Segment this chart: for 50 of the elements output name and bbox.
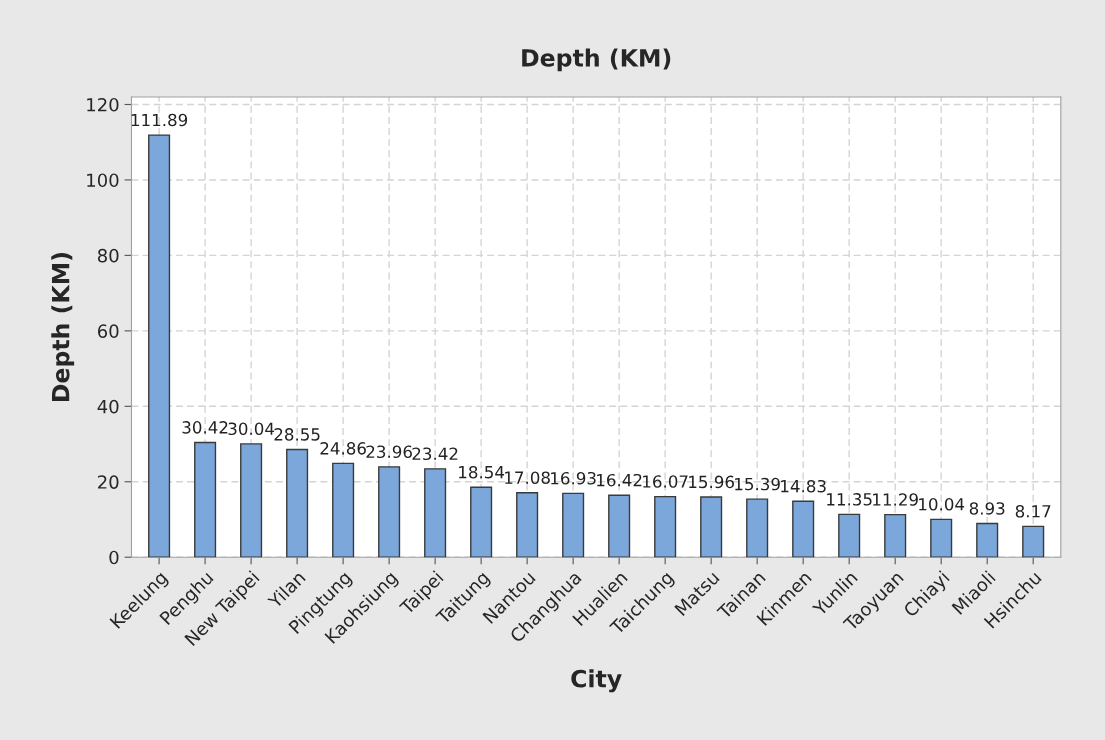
data-label: 15.96 bbox=[689, 475, 734, 489]
data-label: 15.39 bbox=[735, 477, 780, 491]
data-label: 8.93 bbox=[969, 502, 1005, 515]
bar bbox=[148, 134, 171, 558]
bar bbox=[746, 498, 769, 558]
y-tick-label: 0 bbox=[109, 550, 119, 565]
bar bbox=[884, 513, 907, 558]
bar bbox=[332, 462, 355, 558]
data-label: 11.35 bbox=[827, 493, 872, 506]
bar bbox=[562, 492, 585, 558]
bar bbox=[1022, 525, 1045, 558]
bar bbox=[240, 443, 263, 558]
data-label: 16.93 bbox=[551, 471, 596, 485]
y-tick-label: 80 bbox=[97, 248, 119, 263]
bar bbox=[470, 486, 493, 558]
y-tick-label: 60 bbox=[97, 324, 119, 338]
y-tick-label: 100 bbox=[87, 173, 119, 188]
data-label: 8.17 bbox=[1015, 505, 1051, 518]
data-label: 23.96 bbox=[366, 445, 412, 459]
data-label: 28.55 bbox=[274, 428, 320, 441]
bar bbox=[194, 441, 217, 558]
data-label: 17.08 bbox=[505, 471, 550, 484]
data-label: 18.54 bbox=[459, 465, 505, 479]
bar bbox=[378, 466, 401, 558]
y-tick-label: 120 bbox=[87, 97, 119, 112]
data-label: 16.07 bbox=[643, 475, 688, 488]
bar bbox=[930, 518, 953, 558]
bar bbox=[700, 496, 723, 558]
bar bbox=[608, 494, 631, 558]
bar bbox=[838, 513, 861, 558]
y-axis-title: Depth (KM) bbox=[51, 253, 75, 402]
data-label: 10.04 bbox=[919, 497, 965, 511]
y-tick-label: 40 bbox=[97, 399, 119, 414]
bar bbox=[976, 522, 999, 558]
data-label: 111.89 bbox=[131, 113, 188, 127]
data-label: 11.29 bbox=[873, 493, 918, 506]
data-label: 30.04 bbox=[228, 422, 275, 436]
x-axis-title: City bbox=[571, 669, 622, 693]
data-label: 16.42 bbox=[597, 473, 642, 487]
data-label: 14.83 bbox=[781, 479, 826, 493]
data-label: 24.86 bbox=[320, 442, 366, 455]
data-label: 23.42 bbox=[412, 447, 458, 461]
bar bbox=[654, 495, 677, 558]
bar bbox=[516, 492, 539, 558]
bar bbox=[792, 500, 815, 558]
bar bbox=[424, 468, 447, 558]
bar bbox=[286, 448, 309, 558]
y-tick-label: 20 bbox=[98, 475, 119, 489]
data-label: 30.42 bbox=[182, 421, 228, 434]
chart-title: Depth (KM) bbox=[522, 48, 671, 72]
